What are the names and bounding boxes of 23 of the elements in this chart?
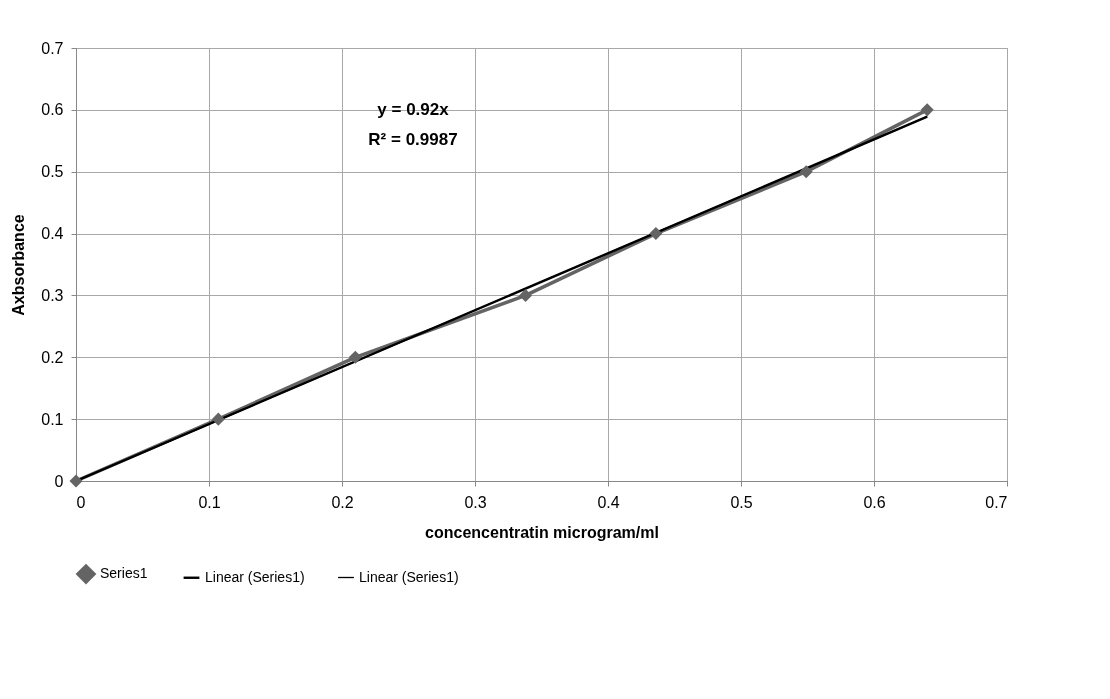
y-tick-label: 0 bbox=[54, 472, 64, 490]
y-tick-label: 0.5 bbox=[41, 163, 64, 181]
y-tick-label: 0.2 bbox=[41, 348, 64, 366]
x-tick-label: 0.1 bbox=[198, 493, 221, 511]
y-tick-label: 0.7 bbox=[41, 39, 64, 57]
legend-label: Linear (Series1) bbox=[205, 568, 305, 585]
y-tick-label: 0.4 bbox=[41, 225, 64, 243]
x-tick-label: 0.2 bbox=[331, 493, 354, 511]
legend-label: Series1 bbox=[100, 565, 148, 582]
annotation: R² = 0.9987 bbox=[368, 130, 458, 149]
annotation: y = 0.92x bbox=[377, 100, 450, 119]
x-tick-label: 0 bbox=[76, 493, 86, 511]
x-tick-label: 0.6 bbox=[863, 493, 886, 511]
y-tick-label: 0.1 bbox=[41, 410, 64, 428]
y-tick-label: 0.3 bbox=[41, 286, 64, 304]
x-tick-label: 0.3 bbox=[464, 493, 487, 511]
x-tick-label: 0.7 bbox=[985, 493, 1008, 511]
x-axis-title: concencentratin microgram/ml bbox=[425, 523, 659, 541]
x-tick-label: 0.4 bbox=[597, 493, 620, 511]
y-axis-title: Axbsorbance bbox=[10, 214, 28, 316]
legend-label: Linear (Series1) bbox=[359, 568, 459, 585]
x-tick-label: 0.5 bbox=[730, 493, 753, 511]
y-tick-label: 0.6 bbox=[41, 101, 64, 119]
